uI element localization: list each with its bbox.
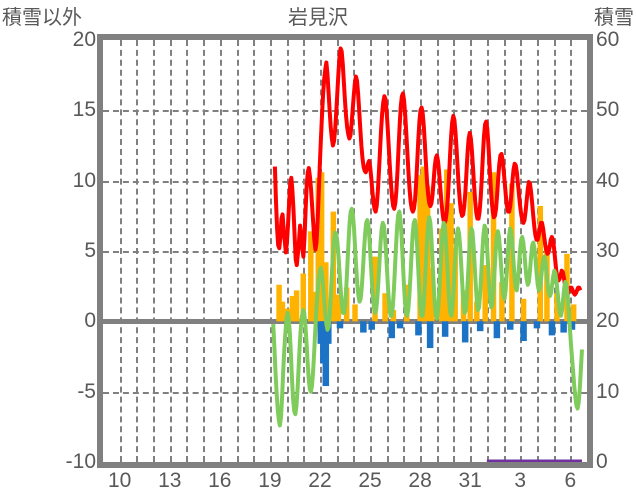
- bar: [322, 321, 330, 387]
- chart-header: 積雪以外 岩見沢 積雪: [0, 0, 636, 30]
- left-axis-title: 積雪以外: [2, 7, 82, 29]
- bar: [289, 296, 296, 322]
- bar: [520, 321, 527, 342]
- series-line-最低気温: [271, 206, 584, 428]
- bar: [476, 321, 484, 332]
- x-axis-tick-label: 10: [108, 469, 132, 492]
- x-axis-tick-label: 28: [408, 469, 432, 492]
- x-axis-tick-label: 19: [258, 469, 282, 492]
- x-axis-tick-label: 13: [158, 469, 182, 492]
- right-axis-tick-label: 30: [596, 239, 620, 262]
- bar: [300, 273, 307, 322]
- series-line-最高気温: [272, 46, 583, 297]
- left-axis-tick-label: 0: [84, 309, 96, 333]
- bar: [310, 291, 317, 322]
- x-axis-tick-label: 22: [308, 469, 332, 492]
- x-axis-tick-label: 31: [458, 469, 482, 492]
- bar: [506, 321, 514, 330]
- bar: [570, 304, 577, 322]
- left-axis-tick-label: 10: [72, 168, 96, 192]
- bar: [482, 265, 488, 322]
- right-axis-tick-label: 10: [596, 379, 620, 403]
- right-axis-tick-label: 60: [596, 28, 620, 51]
- bar: [441, 321, 449, 337]
- plot-border-top: [103, 34, 593, 40]
- right-axis-tick-label: 40: [596, 168, 620, 192]
- plot-area: [97, 34, 593, 468]
- bar: [499, 281, 505, 322]
- bar: [276, 284, 282, 322]
- bar: [448, 203, 454, 322]
- series-svg: [271, 46, 584, 462]
- plot-border-right: [587, 34, 593, 468]
- bar: [548, 321, 556, 336]
- plot-border-bottom: [103, 462, 593, 468]
- bar: [461, 321, 469, 343]
- bar: [560, 321, 567, 333]
- left-axis-tick-label: 5: [84, 239, 96, 262]
- right-axis-tick-label: 0: [596, 450, 608, 473]
- series-canvas: [103, 40, 587, 462]
- x-axis-tick-label: 16: [208, 469, 232, 492]
- left-axis-tick-label: 20: [72, 28, 96, 51]
- horizontal-gridline: [103, 251, 587, 253]
- bar: [323, 262, 329, 322]
- bar: [415, 321, 422, 336]
- right-axis-tick-label: 20: [596, 309, 620, 333]
- bar: [490, 172, 497, 322]
- bar: [568, 321, 576, 330]
- chart-title: 岩見沢: [288, 7, 348, 29]
- bar: [396, 321, 404, 329]
- bar: [382, 293, 388, 322]
- horizontal-gridline: [103, 180, 587, 183]
- bar: [293, 290, 300, 322]
- left-axis-tick-label: -5: [77, 379, 96, 403]
- bar: [520, 298, 527, 322]
- right-axis-tick-label: 50: [596, 98, 620, 122]
- right-axis-title: 積雪: [594, 7, 634, 29]
- bar: [352, 304, 358, 322]
- bar: [335, 294, 342, 322]
- bar: [368, 321, 375, 330]
- left-axis-tick-label: 15: [72, 98, 96, 122]
- bar: [388, 321, 395, 339]
- plot-border-left: [97, 34, 103, 468]
- left-axis-tick-label: -10: [65, 450, 96, 473]
- bar: [420, 166, 427, 322]
- bar: [360, 321, 367, 333]
- bar: [325, 321, 332, 344]
- bar: [315, 177, 322, 322]
- x-axis-tick-label: 6: [564, 469, 577, 492]
- bar: [426, 321, 434, 349]
- bar: [336, 321, 344, 329]
- zero-line: [103, 319, 587, 325]
- bar: [554, 293, 560, 322]
- x-axis-tick-label: 3: [514, 469, 527, 492]
- horizontal-gridline: [103, 391, 587, 394]
- bar: [318, 172, 325, 322]
- bar: [417, 175, 423, 322]
- bar: [279, 301, 286, 322]
- bar: [537, 205, 544, 322]
- bar: [429, 267, 435, 322]
- x-axis-tick-label: 25: [358, 469, 382, 492]
- bar: [493, 321, 501, 339]
- bar: [533, 321, 541, 329]
- bar: [308, 231, 314, 322]
- bar: [372, 256, 378, 322]
